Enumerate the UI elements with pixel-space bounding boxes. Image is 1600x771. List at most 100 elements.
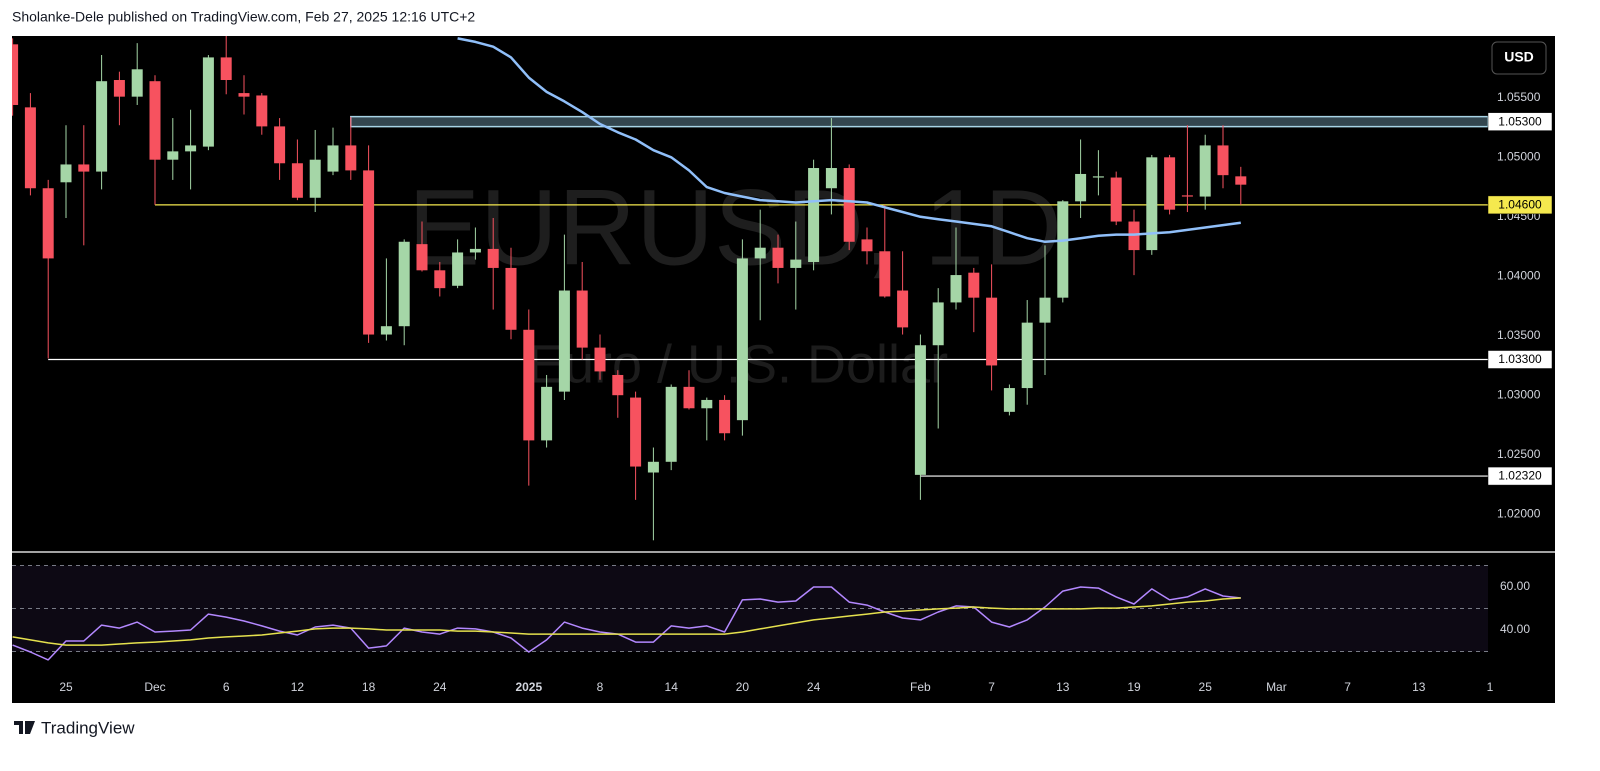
candle-body bbox=[701, 399, 713, 409]
x-tick-label: 13 bbox=[1412, 680, 1426, 694]
y-tick-label: 1.05000 bbox=[1497, 149, 1541, 163]
candle-body bbox=[256, 95, 268, 127]
candle-body bbox=[434, 270, 446, 289]
candle-body bbox=[736, 258, 748, 421]
x-tick-label: 8 bbox=[597, 680, 604, 694]
currency-button[interactable] bbox=[1491, 41, 1547, 75]
header: Sholanke-Dele published on TradingView.c… bbox=[12, 9, 475, 25]
candle-body bbox=[558, 290, 570, 392]
candle-body bbox=[1146, 157, 1158, 251]
rsi-line bbox=[12, 597, 1241, 646]
candle-body bbox=[719, 399, 731, 434]
footer-brand: TradingView bbox=[41, 718, 135, 737]
candle-body bbox=[220, 57, 232, 81]
candle-body bbox=[665, 386, 677, 462]
x-tick-label: 20 bbox=[736, 680, 750, 694]
level-label-box bbox=[1487, 466, 1553, 486]
candle-body bbox=[1057, 201, 1069, 298]
candle-body bbox=[238, 93, 250, 97]
x-tick-label: 18 bbox=[362, 680, 376, 694]
candle-body bbox=[1199, 145, 1211, 197]
candle-body bbox=[202, 57, 214, 147]
candle-body bbox=[914, 345, 926, 475]
candle-body bbox=[825, 168, 837, 189]
footer-logo bbox=[14, 721, 35, 734]
level-label: 1.05300 bbox=[1498, 114, 1542, 128]
level-label: 1.03300 bbox=[1498, 352, 1542, 366]
x-tick-label: 1 bbox=[1487, 680, 1494, 694]
candle-body bbox=[167, 151, 179, 160]
rsi-tick-label: 60.00 bbox=[1500, 579, 1530, 593]
candle-body bbox=[1021, 322, 1033, 389]
candle-body bbox=[96, 81, 108, 172]
candle-body bbox=[1039, 297, 1051, 323]
candle-body bbox=[1075, 173, 1087, 202]
chart-background bbox=[12, 36, 1555, 703]
x-tick-label: 14 bbox=[665, 680, 679, 694]
candle-body bbox=[327, 145, 339, 172]
y-tick-label: 1.05500 bbox=[1497, 90, 1541, 104]
level-band bbox=[350, 115, 1488, 128]
candle-body bbox=[1181, 195, 1193, 197]
candle-body bbox=[1164, 157, 1176, 210]
candle-body bbox=[380, 326, 392, 335]
x-tick-label: 6 bbox=[223, 680, 230, 694]
y-tick-label: 1.03500 bbox=[1497, 328, 1541, 342]
candle-body bbox=[772, 247, 784, 268]
logo-mark bbox=[14, 721, 35, 734]
y-tick-label: 1.03000 bbox=[1497, 387, 1541, 401]
candle-body bbox=[1217, 145, 1229, 176]
level-label-box bbox=[1487, 350, 1553, 369]
candle-body bbox=[149, 81, 161, 160]
candle-body bbox=[683, 386, 695, 409]
axes: 1.055001.050001.045001.040001.035001.030… bbox=[59, 90, 1553, 694]
level-label-box bbox=[1487, 112, 1553, 131]
candle-body bbox=[950, 275, 962, 303]
candle-body bbox=[986, 297, 998, 366]
rsi-pane bbox=[12, 564, 1488, 661]
candle-body bbox=[754, 247, 766, 259]
candle-body bbox=[487, 248, 499, 268]
candle-body bbox=[131, 69, 143, 97]
candle-body bbox=[861, 239, 873, 252]
y-tick-label: 1.02000 bbox=[1497, 506, 1541, 520]
x-tick-label: 24 bbox=[807, 680, 821, 694]
price-pane bbox=[12, 36, 1488, 541]
x-tick-label: Mar bbox=[1266, 680, 1287, 694]
x-tick-label: 7 bbox=[988, 680, 995, 694]
x-tick-label: 13 bbox=[1056, 680, 1070, 694]
y-tick-label: 1.04000 bbox=[1497, 268, 1541, 282]
candle-body bbox=[879, 251, 891, 297]
x-tick-label: Feb bbox=[910, 680, 931, 694]
candle-body bbox=[612, 374, 624, 396]
candle-body bbox=[968, 272, 980, 298]
x-tick-label: 19 bbox=[1127, 680, 1141, 694]
candle-body bbox=[541, 386, 553, 441]
candle-body bbox=[345, 145, 357, 171]
candle-body bbox=[42, 188, 54, 259]
candle-body bbox=[897, 290, 909, 328]
candle-body bbox=[594, 347, 606, 372]
x-tick-label: 7 bbox=[1344, 680, 1351, 694]
candle-body bbox=[24, 107, 36, 189]
y-tick-label: 1.02500 bbox=[1497, 447, 1541, 461]
candle-body bbox=[1110, 177, 1122, 222]
x-tick-label: 2025 bbox=[515, 680, 542, 694]
candle-body bbox=[60, 164, 72, 183]
candle-body bbox=[113, 80, 125, 97]
candle-body bbox=[505, 267, 517, 330]
candle-body bbox=[523, 329, 535, 441]
watermark-symbol: EURUSD, 1D bbox=[408, 167, 1062, 288]
candle-body bbox=[808, 168, 820, 262]
moving-average bbox=[457, 37, 1241, 244]
candle-body bbox=[274, 126, 286, 164]
candle-body bbox=[630, 397, 642, 467]
candle-body bbox=[790, 259, 802, 268]
candle-body bbox=[932, 302, 944, 346]
candle-body bbox=[1235, 176, 1247, 185]
candle-body bbox=[843, 168, 855, 242]
candle-body bbox=[363, 170, 375, 335]
candle-body bbox=[576, 290, 588, 348]
